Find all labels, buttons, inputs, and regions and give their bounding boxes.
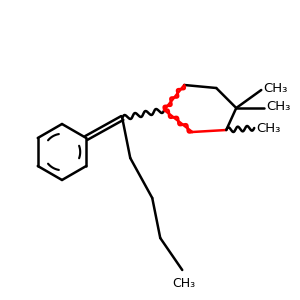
Text: CH₃: CH₃ — [173, 277, 196, 290]
Text: CH₃: CH₃ — [256, 122, 280, 134]
Text: CH₃: CH₃ — [263, 82, 288, 94]
Text: CH₃: CH₃ — [266, 100, 291, 113]
